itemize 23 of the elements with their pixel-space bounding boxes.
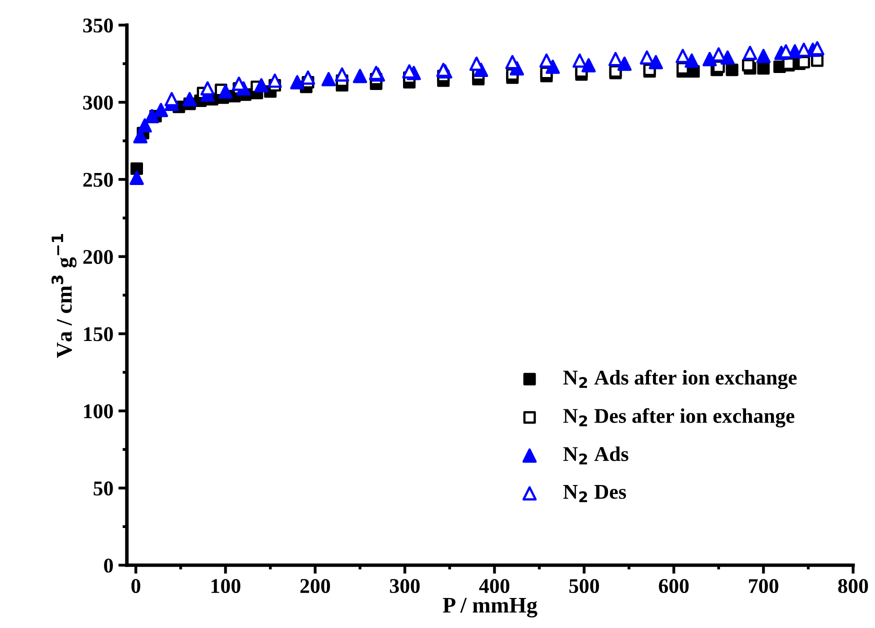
y-tick-label: 50 (94, 481, 113, 496)
y-axis-title: Va / cm$^{3}$ g$^{−1}$ (52, 234, 76, 358)
y-tick-label: 300 (83, 96, 113, 110)
y-tick-label: 350 (83, 18, 113, 33)
x-tick-label: 0 (131, 578, 140, 594)
x-tick-label: 800 (838, 578, 868, 594)
x-tick-label: 500 (569, 578, 599, 594)
x-tick-label: 700 (749, 578, 778, 594)
x-axis-title: P / mmHg (442, 598, 538, 618)
legend-label: N$_{2}$ Ads after ion exchange (563, 370, 797, 390)
x-tick-label: 600 (658, 578, 689, 594)
y-tick-label: 100 (84, 404, 113, 418)
x-tick-label: 200 (300, 578, 330, 594)
x-tick-label: 100 (212, 578, 240, 594)
legend-label: N$_{2}$ Des (563, 485, 626, 502)
y-tick-label: 150 (84, 327, 113, 342)
y-tick-label: 0 (104, 558, 113, 573)
y-tick-label: 250 (83, 172, 113, 187)
legend-label: N$_{2}$ Ads (563, 446, 628, 464)
legend-label: N$_{2}$ Des after ion exchange (563, 408, 794, 428)
x-tick-label: 400 (479, 578, 510, 594)
y-tick-label: 200 (83, 250, 113, 264)
x-tick-label: 300 (390, 578, 420, 594)
